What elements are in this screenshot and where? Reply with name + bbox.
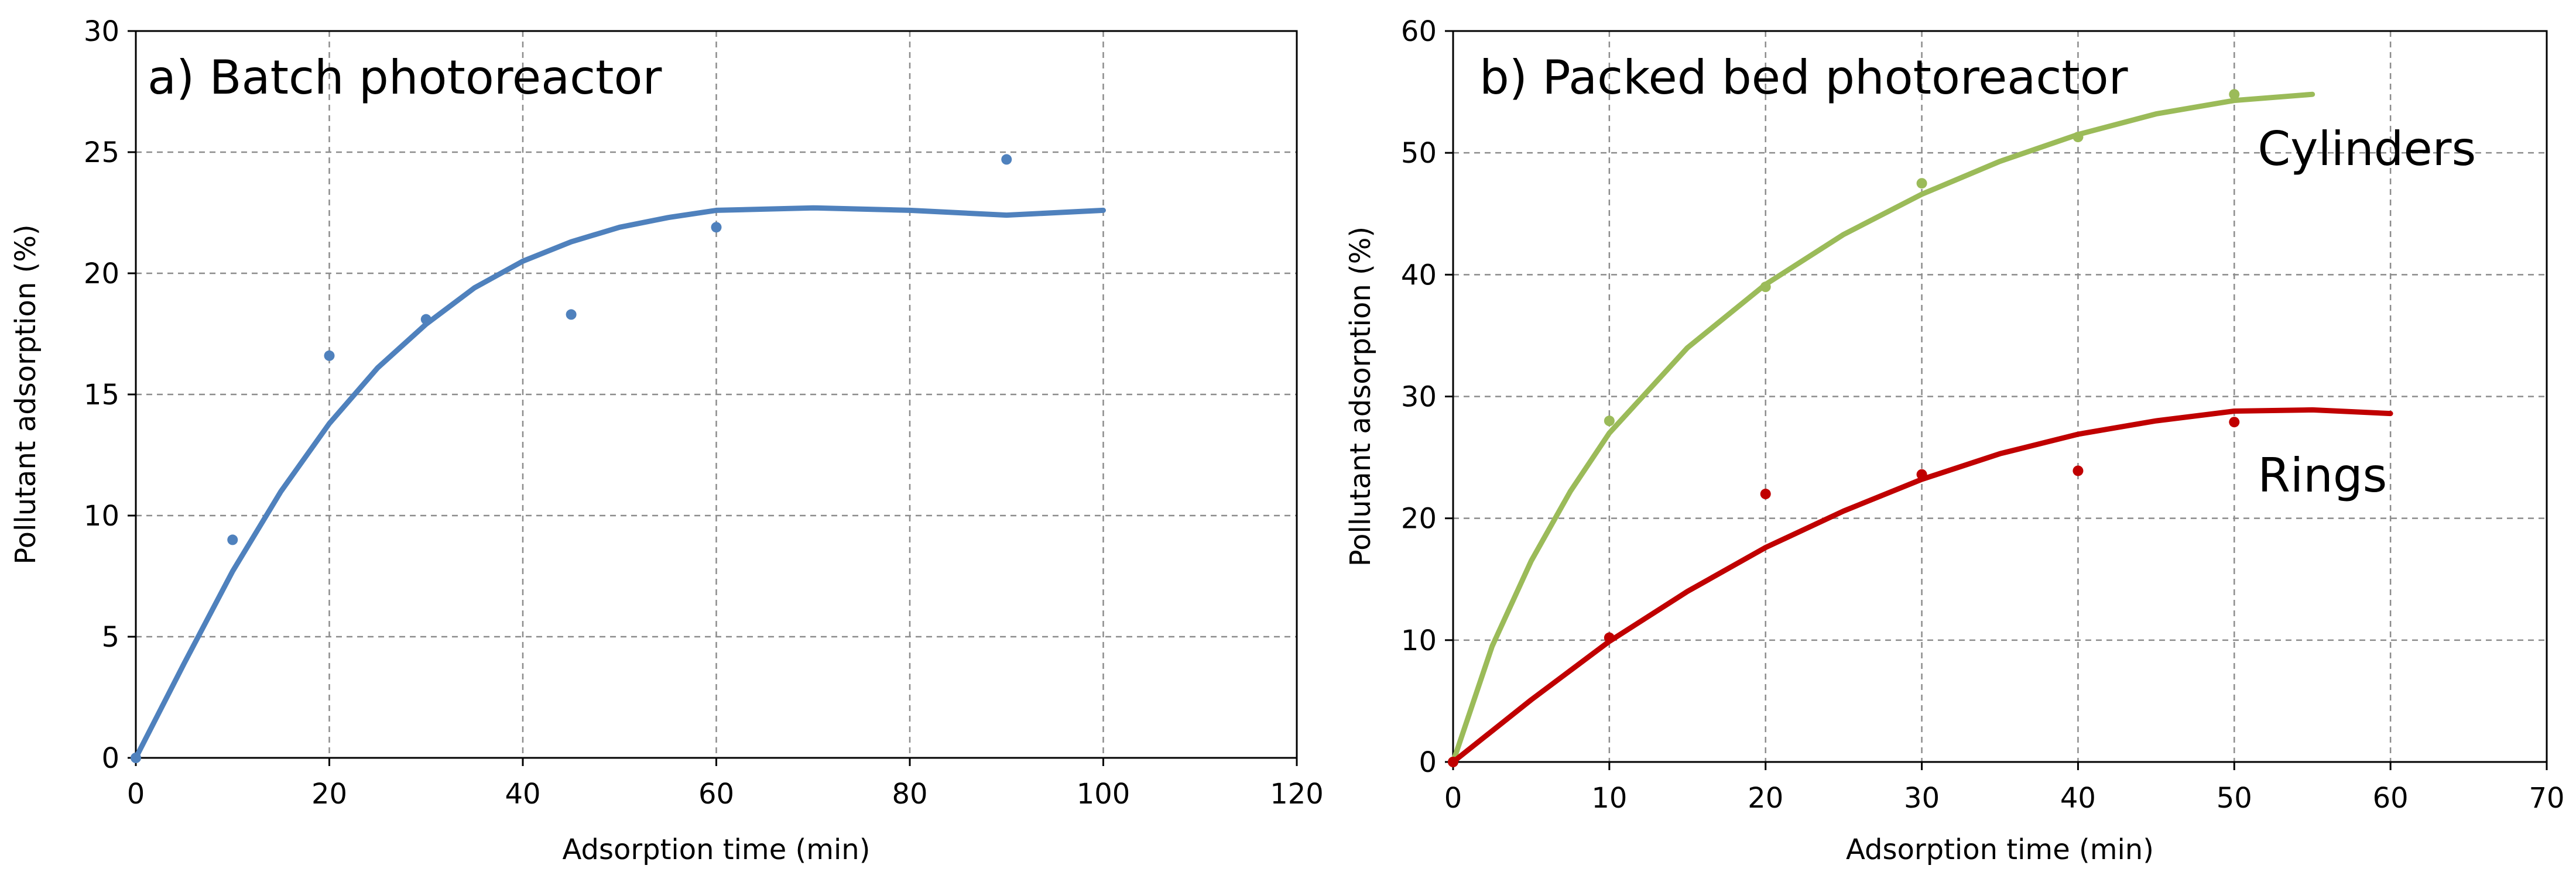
panel-title: a) Batch photoreactor [148,50,662,105]
x-tick-label: 60 [2373,782,2409,815]
packed-bed-photoreactor-chart: 0 10 20 30 40 50 60 70 0 10 20 30 40 50 60 Adsorption t… [1344,15,2565,866]
y-tick-label: 20 [1401,503,1437,535]
x-tick-label: 20 [1748,782,1783,815]
x-tick-label: 100 [1077,778,1131,811]
x-tick-label: 20 [311,778,347,811]
x-tick-label: 120 [1270,778,1324,811]
data-point-batch [227,534,238,545]
y-tick-label: 15 [84,379,119,411]
y-tick-label: 0 [101,742,119,775]
y-tick-label: 10 [1401,624,1437,657]
y-tick-label: 60 [1401,15,1437,48]
y-tick-label: 10 [84,500,119,533]
x-tick-label: 40 [505,778,540,811]
data-point-rings [1916,469,1927,480]
y-axis-title: Pollutant adsorption (%) [9,224,42,564]
data-point-batch [566,309,577,320]
data-point-batch [1001,154,1012,165]
data-point-cylinders [2229,89,2240,100]
x-tick-label: 0 [127,778,145,811]
data-point-batch [420,314,431,325]
y-tick-label: 50 [1401,137,1437,170]
x-tick-label: 80 [892,778,927,811]
y-tick-label: 0 [1419,746,1437,779]
data-point-rings [1760,489,1771,500]
y-tick-label: 30 [84,15,119,48]
y-tick-label: 40 [1401,259,1437,291]
x-axis-title: Adsorption time (min) [1846,833,2154,866]
x-tick-label: 50 [2217,782,2252,815]
x-tick-label: 60 [698,778,734,811]
data-point-batch [324,350,335,361]
data-point-cylinders [2073,132,2084,143]
x-tick-label: 10 [1591,782,1627,815]
x-tick-label: 30 [1904,782,1940,815]
data-point-cylinders [1604,416,1615,427]
x-tick-label: 70 [2529,782,2564,815]
annotation-rings: Rings [2258,448,2387,503]
y-axis-title: Pollutant adsorption (%) [1344,226,1377,566]
y-tick-label: 5 [101,621,119,654]
data-point-cylinders [1760,281,1771,293]
x-axis-title: Adsorption time (min) [563,833,871,866]
data-point-cylinders [1916,178,1927,189]
x-tick-label: 0 [1444,782,1462,815]
data-point-batch [131,753,141,763]
fit-line-cylinders [1450,91,2315,765]
panel-title: b) Packed bed photoreactor [1479,50,2128,105]
fit-line-batch [133,205,1106,761]
data-point-rings [2229,417,2240,428]
y-tick-label: 20 [84,257,119,290]
data-point-rings [2073,465,2084,476]
y-tick-label: 30 [1401,381,1437,414]
x-tick-label: 40 [2060,782,2096,815]
y-tick-label: 25 [84,136,119,169]
batch-photoreactor-chart: 0 20 40 60 80 100 120 0 5 10 15 20 25 30 Adsorption ti… [9,15,1324,866]
data-point-rings [1604,632,1615,643]
annotation-cylinders: Cylinders [2258,122,2476,176]
data-point-batch [711,222,722,233]
data-point-rings [1448,757,1458,767]
